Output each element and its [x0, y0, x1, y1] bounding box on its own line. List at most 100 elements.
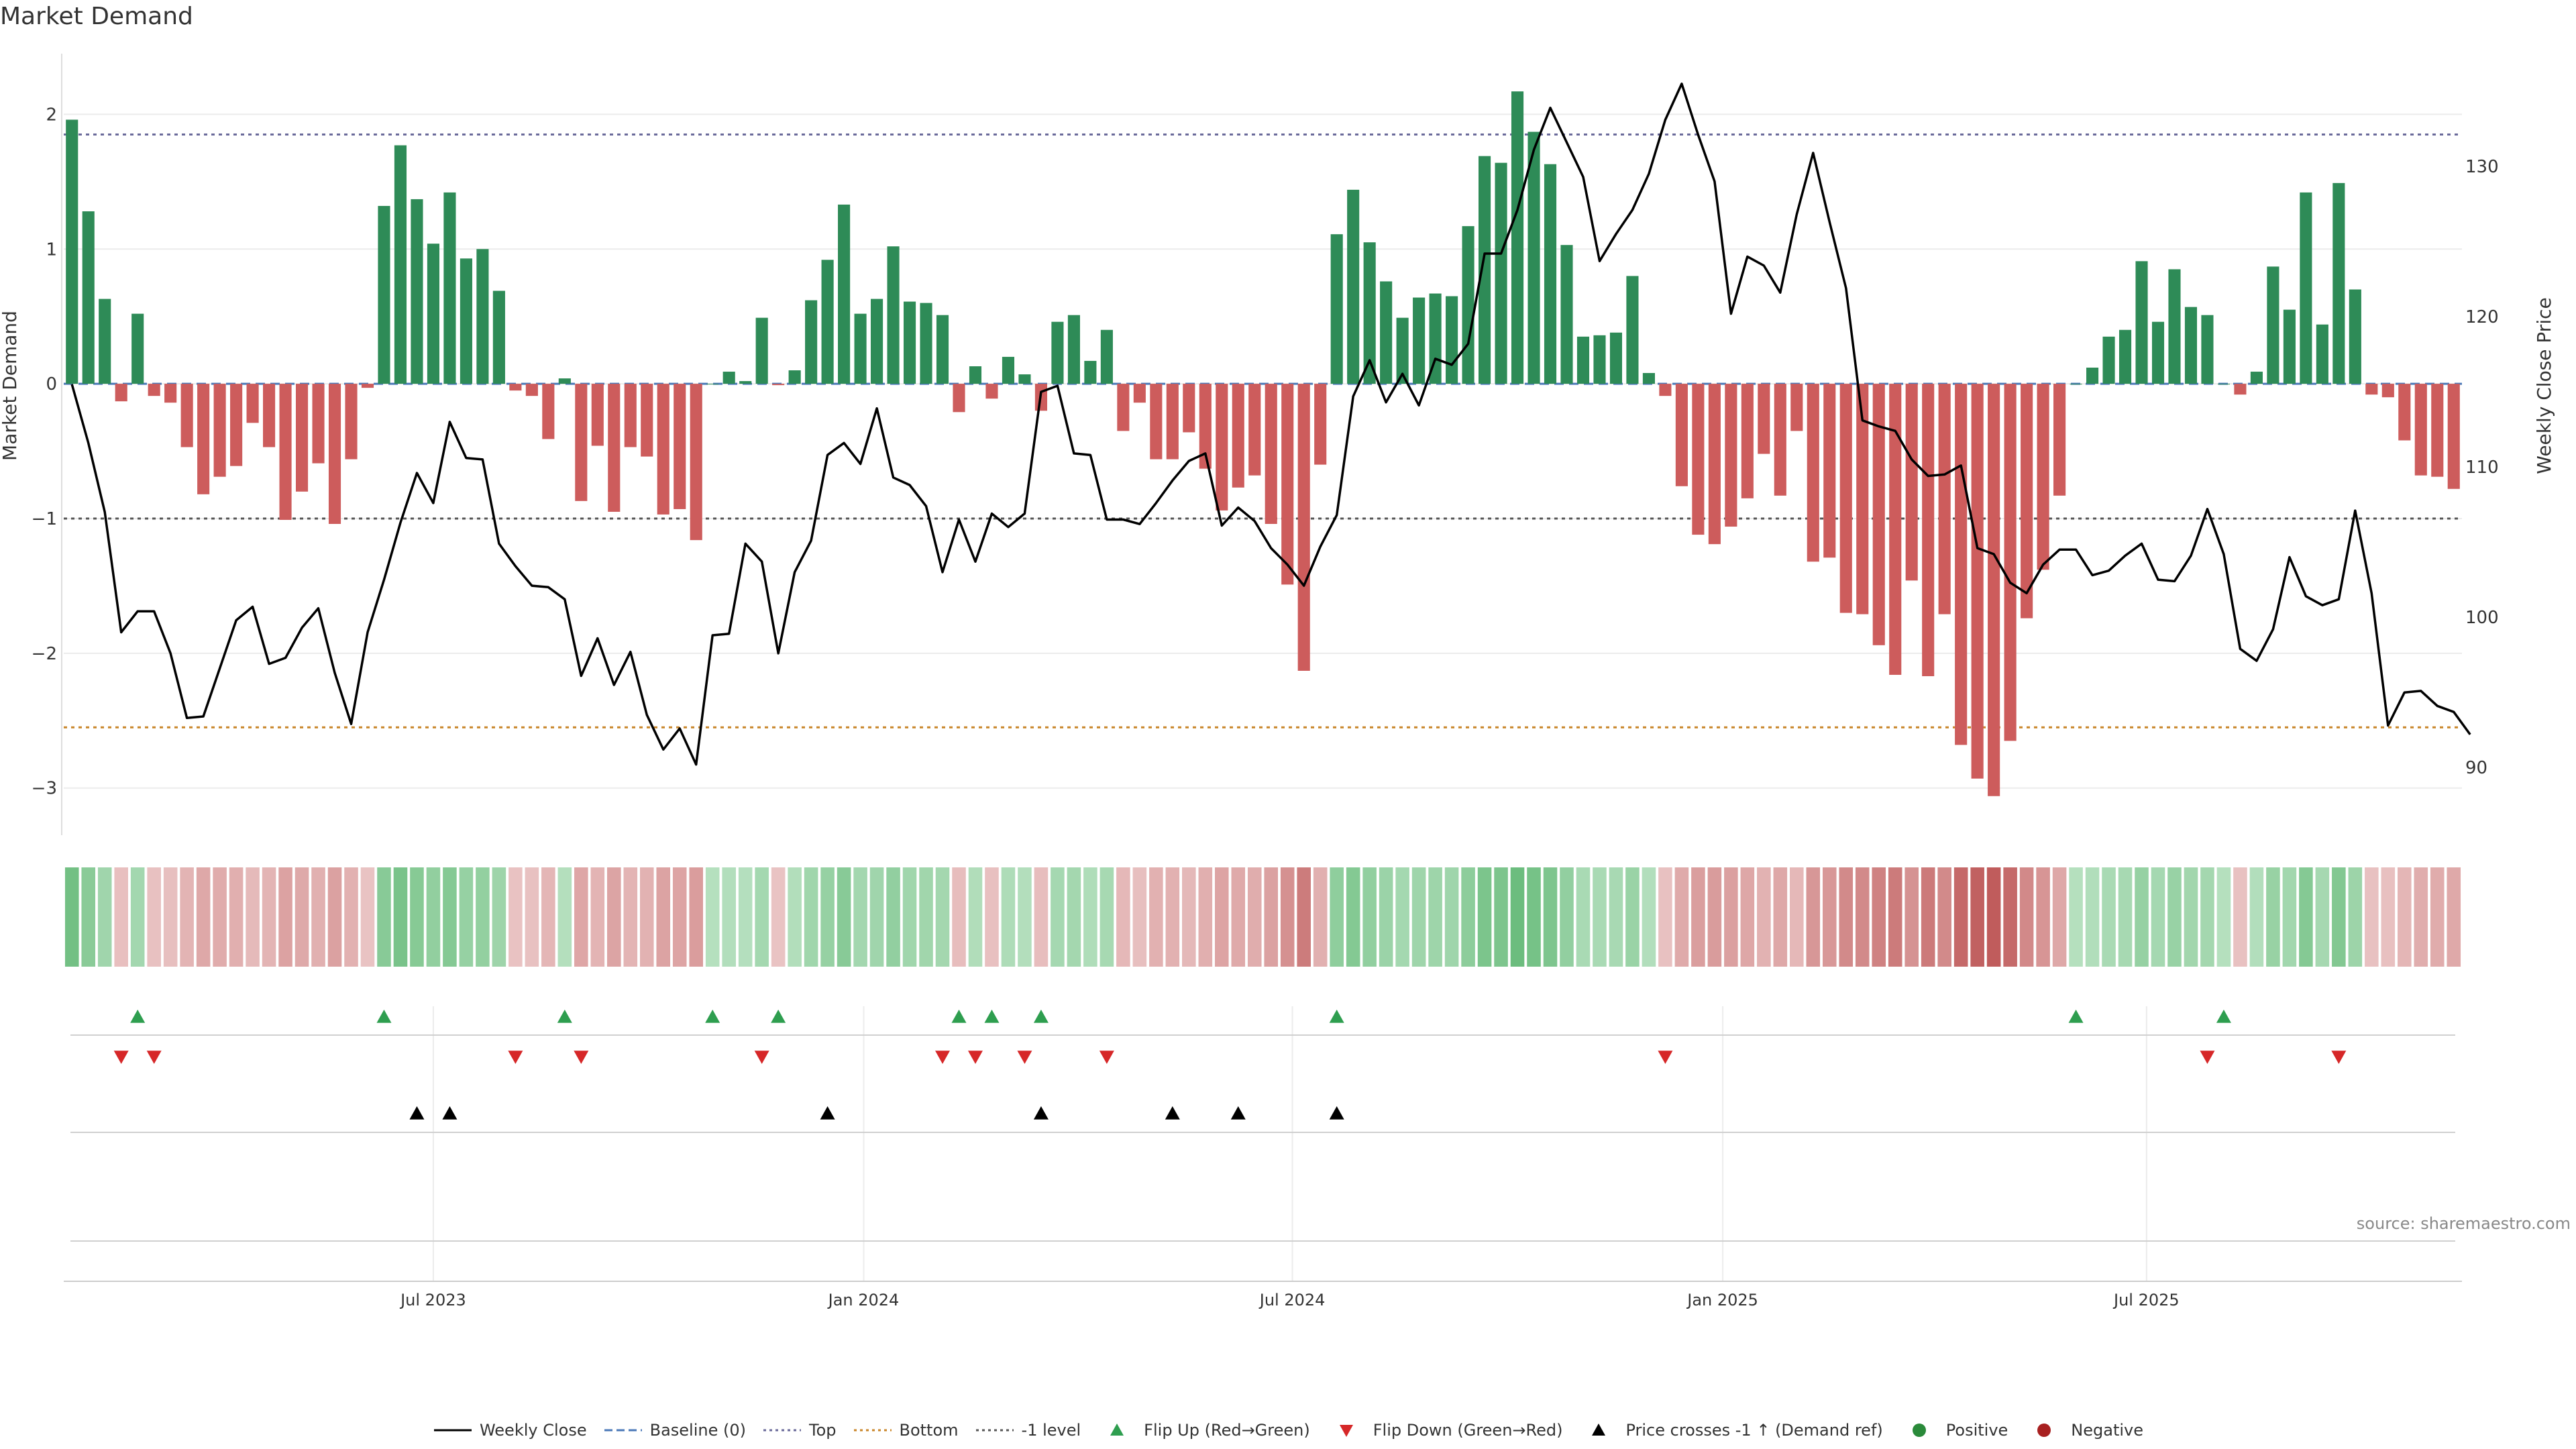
heat-cell: [935, 867, 950, 967]
heat-cell: [180, 867, 194, 967]
heat-cell: [344, 867, 358, 967]
heat-cell: [2233, 867, 2247, 967]
demand-bar: [1758, 384, 1770, 454]
heat-cell: [262, 867, 276, 967]
demand-bar: [1429, 293, 1442, 384]
y2-tick-label: 130: [2465, 157, 2499, 177]
demand-bar: [1593, 335, 1606, 384]
demand-bar: [2381, 384, 2394, 398]
heat-cell: [557, 867, 572, 967]
heat-cell: [64, 867, 79, 967]
demand-bar: [1084, 360, 1097, 384]
legend-swatch: [1339, 1425, 1353, 1437]
demand-bar: [542, 384, 555, 439]
demand-bar: [1413, 297, 1426, 384]
heat-cell: [2282, 867, 2297, 967]
heat-cell: [541, 867, 555, 967]
demand-bar: [2267, 266, 2279, 384]
demand-bar: [525, 384, 538, 396]
flip-down-marker: [2331, 1051, 2347, 1064]
heat-cell: [2299, 867, 2313, 967]
heat-cell: [1658, 867, 1672, 967]
heat-cell: [1051, 867, 1065, 967]
demand-bar: [295, 384, 309, 492]
demand-bar: [2414, 384, 2427, 476]
heat-cell: [853, 867, 867, 967]
chart-title: Market Demand: [0, 3, 193, 30]
demand-bar: [641, 384, 653, 457]
flip-down-marker: [935, 1051, 951, 1064]
demand-bar: [460, 258, 472, 384]
heat-cell: [705, 867, 720, 967]
legend-swatch: [2037, 1424, 2051, 1437]
legend-swatch: [853, 1429, 892, 1432]
demand-bar: [1741, 384, 1754, 498]
heat-cell: [1773, 867, 1788, 967]
demand-bar: [1314, 384, 1327, 465]
demand-bar: [1265, 384, 1277, 525]
demand-bar: [1725, 384, 1737, 527]
heat-cell: [278, 867, 292, 967]
heat-cell: [1839, 867, 1854, 967]
demand-bar: [164, 384, 177, 403]
heat-cell: [722, 867, 736, 967]
demand-bar: [131, 313, 144, 384]
demand-bar: [509, 384, 522, 391]
legend-swatch: [763, 1429, 801, 1432]
demand-bar: [591, 384, 604, 446]
demand-bars: [66, 91, 2460, 796]
demand-bar: [476, 249, 489, 384]
demand-bar: [328, 384, 341, 525]
demand-bar: [1297, 384, 1310, 671]
demand-bar: [1626, 276, 1639, 384]
event-markers: [113, 1010, 2347, 1120]
legend-item: Flip Up (Red→Green): [1097, 1421, 1310, 1440]
heat-cell: [2381, 867, 2396, 967]
demand-bar: [1363, 242, 1376, 384]
demand-bar: [443, 192, 456, 384]
heat-cell: [1362, 867, 1377, 967]
heat-cell: [1313, 867, 1328, 967]
heat-cell: [1593, 867, 1607, 967]
demand-bar: [1051, 321, 1064, 384]
legend-label: Weekly Close: [479, 1421, 587, 1440]
heat-cell: [1543, 867, 1558, 967]
heat-cell: [1937, 867, 1951, 967]
demand-bar: [378, 205, 390, 384]
heat-cell: [672, 867, 687, 967]
demand-bar: [969, 366, 982, 384]
heat-cell: [1494, 867, 1508, 967]
heat-cell: [1822, 867, 1837, 967]
heat-cell: [689, 867, 704, 967]
heat-cell: [1510, 867, 1525, 967]
heat-cell: [1198, 867, 1213, 967]
heat-cell: [1231, 867, 1246, 967]
x-tick-label: Jul 2024: [1258, 1291, 1326, 1309]
heat-cell: [2135, 867, 2149, 967]
flip-up-marker: [130, 1010, 146, 1023]
demand-bar: [1462, 226, 1474, 384]
price-cross-marker: [409, 1106, 425, 1120]
demand-bar: [1527, 131, 1540, 384]
heat-cell: [2069, 867, 2083, 967]
price-cross-marker: [442, 1106, 458, 1120]
y2-axis-label: Weekly Close Price: [2533, 297, 2555, 474]
heat-cell: [623, 867, 638, 967]
demand-bar: [1117, 384, 1130, 431]
legend-label: -1 level: [1021, 1421, 1081, 1440]
demand-bar: [1807, 384, 1819, 562]
flip-up-marker: [2216, 1010, 2231, 1023]
demand-bar: [821, 260, 834, 384]
demand-bar: [2431, 384, 2444, 477]
legend-label: Positive: [1945, 1421, 2008, 1440]
y-tick-label: 1: [46, 239, 57, 260]
demand-bar: [1216, 384, 1228, 511]
heat-cell: [1411, 867, 1426, 967]
demand-bar: [1183, 384, 1195, 433]
legend-item: Weekly Close: [433, 1421, 587, 1440]
demand-bar: [624, 384, 637, 447]
demand-bar: [1560, 245, 1573, 384]
heat-cell: [1806, 867, 1821, 967]
heat-cell: [1970, 867, 1984, 967]
demand-bar: [1922, 384, 1935, 676]
